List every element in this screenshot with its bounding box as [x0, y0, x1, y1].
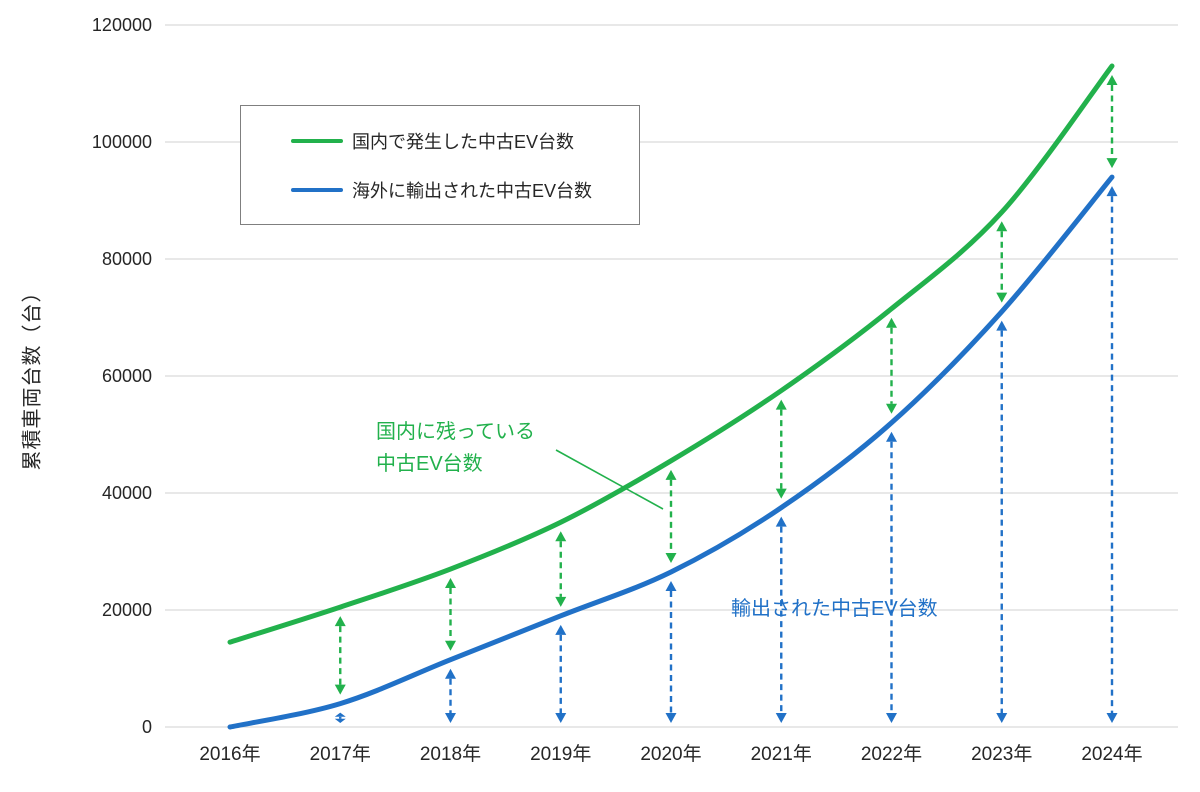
series-line-domestic — [227, 63, 1115, 645]
annotation-leader-line — [555, 449, 664, 510]
legend-label-domestic: 国内で発生した中古EV台数 — [352, 131, 575, 152]
annotation-exported: 輸出された中古EV台数 — [731, 598, 938, 620]
legend-item-exported: 海外に輸出された中古EV台数 — [291, 177, 629, 203]
arrowhead-up — [555, 531, 567, 542]
arrowhead-up — [334, 616, 346, 627]
arrowhead-up — [996, 221, 1008, 232]
x-tick-label: 2022年 — [861, 743, 922, 765]
x-tick-label: 2024年 — [1081, 743, 1142, 765]
arrowhead-down — [665, 552, 677, 563]
arrowhead-up — [1106, 74, 1118, 85]
arrowhead-down — [555, 596, 567, 607]
arrowhead-up — [1106, 186, 1118, 197]
x-tick-label: 2019年 — [530, 743, 591, 765]
x-tick-label: 2017年 — [310, 743, 371, 765]
arrowhead-down — [1106, 158, 1118, 169]
x-tick-label: 2021年 — [751, 743, 812, 765]
annotation-domestic-line1: 国内に残っている — [376, 421, 535, 443]
y-tick-label: 40000 — [102, 483, 152, 503]
legend-line-domestic — [291, 138, 343, 143]
y-tick-label: 20000 — [102, 600, 152, 620]
arrowhead-up — [665, 469, 677, 480]
y-tick-label: 80000 — [102, 249, 152, 269]
arrowhead-up — [665, 580, 677, 591]
arrowhead-down — [886, 713, 897, 723]
arrowhead-down — [996, 292, 1008, 303]
legend-item-domestic: 国内で発生した中古EV台数 — [291, 128, 629, 154]
arrowhead-down — [775, 713, 787, 723]
legend-line-exported — [291, 187, 343, 192]
x-tick-label: 2018年 — [420, 743, 481, 765]
y-tick-label: 60000 — [102, 366, 152, 386]
y-tick-label: 120000 — [92, 15, 152, 35]
arrowhead-down — [775, 488, 787, 499]
annotation-domestic-line2: 中古EV台数 — [376, 453, 483, 475]
arrowhead-down — [334, 684, 346, 695]
arrowhead-down — [1106, 713, 1118, 723]
legend-label-exported: 海外に輸出された中古EV台数 — [352, 180, 593, 201]
arrowhead-up — [334, 712, 346, 717]
x-tick-label: 2016年 — [199, 743, 260, 765]
y-tick-label: 0 — [142, 717, 152, 737]
arrowhead-down — [665, 713, 677, 723]
annotation-domestic-remaining: 国内に残っている 中古EV台数 — [376, 416, 535, 480]
arrowhead-up — [886, 431, 897, 442]
x-tick-label: 2020年 — [640, 743, 701, 765]
series-line-exported — [227, 174, 1115, 730]
arrowhead-up — [886, 317, 897, 328]
y-axis-title: 累積車両台数（台） — [21, 281, 44, 471]
arrowhead-up — [445, 578, 456, 589]
arrowhead-down — [886, 403, 897, 414]
arrowhead-up — [775, 399, 787, 410]
arrowhead-down — [445, 640, 456, 651]
arrowhead-up — [445, 668, 456, 679]
arrowhead-down — [996, 713, 1008, 723]
arrowhead-up — [996, 320, 1008, 331]
x-tick-label: 2023年 — [971, 743, 1032, 765]
y-tick-label: 100000 — [92, 132, 152, 152]
arrowhead-up — [775, 516, 787, 527]
arrowhead-down — [334, 718, 346, 723]
arrowhead-up — [555, 624, 567, 635]
legend: 国内で発生した中古EV台数 海外に輸出された中古EV台数 — [240, 105, 640, 225]
arrowhead-down — [555, 713, 567, 723]
arrowhead-down — [445, 713, 456, 723]
